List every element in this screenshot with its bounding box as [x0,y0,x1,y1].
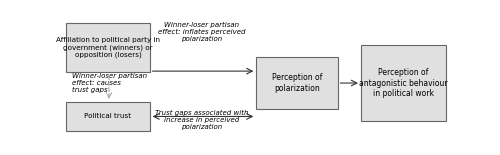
FancyBboxPatch shape [256,57,338,109]
Text: Perception of
polarization: Perception of polarization [272,73,322,93]
Text: Trust gaps associated with
increase in perceived
polarization: Trust gaps associated with increase in p… [155,110,249,130]
Text: Perception of
antagonistic behaviour
in political work: Perception of antagonistic behaviour in … [359,68,448,98]
FancyBboxPatch shape [66,23,150,72]
FancyBboxPatch shape [66,102,150,131]
FancyBboxPatch shape [361,45,446,121]
Text: Political trust: Political trust [84,113,132,120]
Text: Winner-loser partisan
effect: causes
trust gaps: Winner-loser partisan effect: causes tru… [72,73,148,93]
Text: Affiliation to political party in
government (winners) or
opposition (losers): Affiliation to political party in govern… [56,37,160,58]
Text: Winner-loser partisan
effect: inflates perceived
polarization: Winner-loser partisan effect: inflates p… [158,22,246,42]
